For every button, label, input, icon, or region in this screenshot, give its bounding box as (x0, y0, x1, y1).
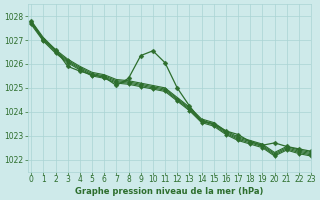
X-axis label: Graphe pression niveau de la mer (hPa): Graphe pression niveau de la mer (hPa) (75, 187, 263, 196)
